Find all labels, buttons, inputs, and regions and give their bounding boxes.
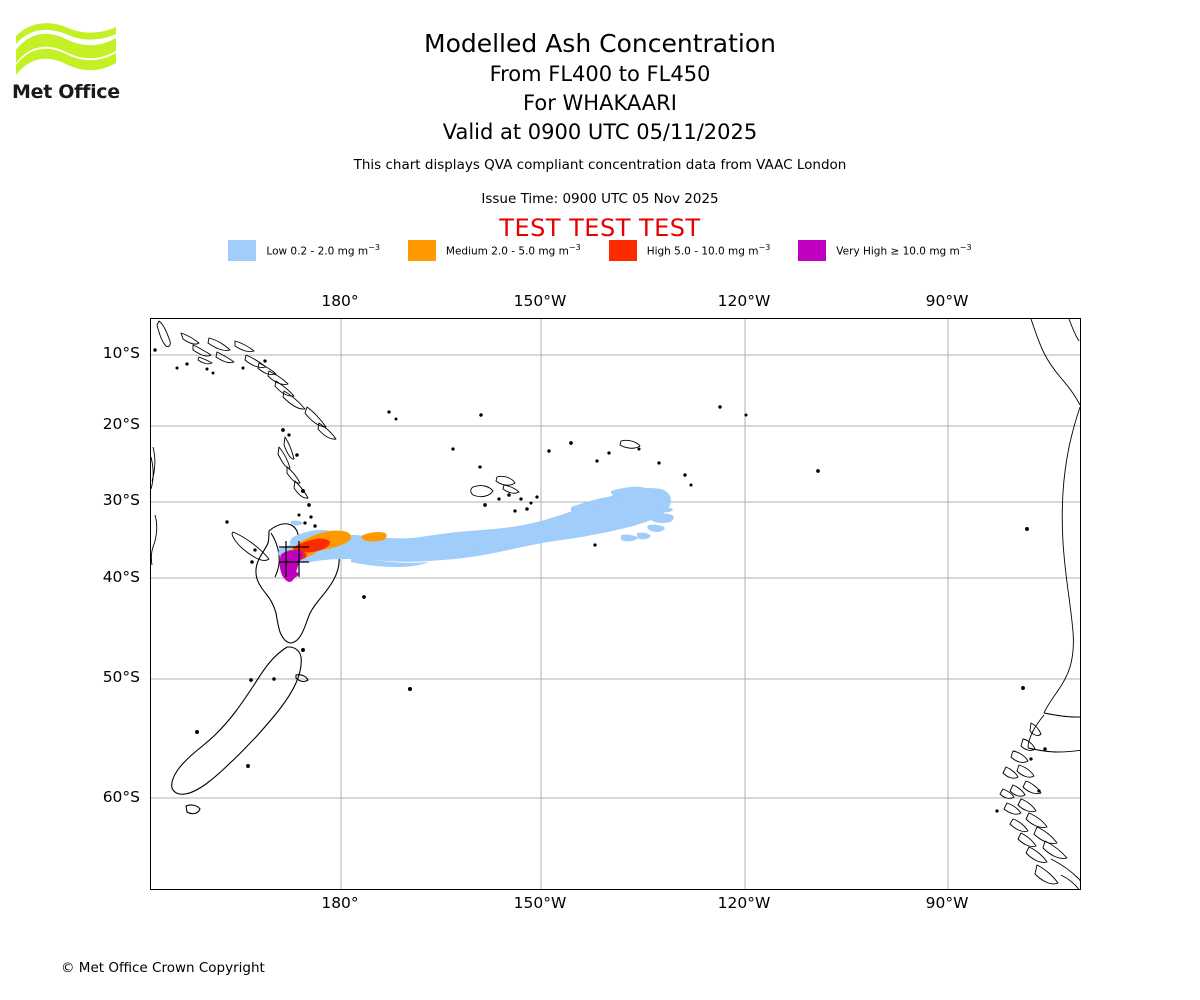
qva-compliance-note: This chart displays QVA compliant concen…: [353, 157, 847, 173]
legend-swatch-very-high: [798, 240, 827, 261]
x-axis-bottom-label-2: 120°W: [717, 894, 771, 912]
coastline-south-america: [995, 319, 1080, 889]
legend-label-medium: Medium 2.0 - 5.0 mg m−3: [445, 243, 581, 258]
ash-plume-very-high: [279, 549, 304, 582]
y-axis-label-1: 20°S: [102, 415, 140, 433]
x-axis-top-label-3: 90°W: [925, 292, 969, 310]
x-axis-bottom-label-0: 180°: [321, 894, 359, 912]
issue-time-text: Issue Time: 0900 UTC 05 Nov 2025: [481, 191, 719, 207]
legend-low: Low 0.2 - 2.0 mg m−3: [228, 240, 380, 261]
legend-high: High 5.0 - 10.0 mg m−3: [608, 240, 771, 261]
y-axis-label-2: 30°S: [102, 491, 140, 509]
concentration-legend: Low 0.2 - 2.0 mg m−3 Medium 2.0 - 5.0 mg…: [0, 240, 1200, 261]
ash-plume: [278, 486, 674, 582]
ash-plume-low: [278, 486, 674, 567]
legend-medium: Medium 2.0 - 5.0 mg m−3: [407, 240, 581, 261]
legend-swatch-medium: [407, 240, 436, 261]
flight-level-subtitle: From FL400 to FL450: [489, 62, 711, 86]
chart-title-block: Modelled Ash Concentration From FL400 to…: [0, 28, 1200, 147]
legend-label-very-high: Very High ≥ 10.0 mg m−3: [836, 243, 972, 258]
legend-swatch-high: [608, 240, 637, 261]
met-office-logo-waves: [16, 23, 116, 75]
y-axis-label-4: 50°S: [102, 668, 140, 686]
coastline-pacific-islands: [153, 320, 1029, 768]
x-axis-top-label-1: 150°W: [513, 292, 567, 310]
legend-label-high: High 5.0 - 10.0 mg m−3: [646, 243, 771, 258]
ash-concentration-map[interactable]: [150, 318, 1081, 890]
legend-very-high: Very High ≥ 10.0 mg m−3: [798, 240, 972, 261]
x-axis-top-label-0: 180°: [321, 292, 359, 310]
y-axis-label-3: 40°S: [102, 568, 140, 586]
source-grid-outline: [279, 541, 309, 577]
test-banner: TEST TEST TEST: [499, 214, 701, 242]
x-axis-bottom-label-3: 90°W: [925, 894, 969, 912]
legend-label-low: Low 0.2 - 2.0 mg m−3: [266, 243, 380, 258]
x-axis-bottom-label-1: 150°W: [513, 894, 567, 912]
legend-swatch-low: [228, 240, 257, 261]
map-canvas: [151, 319, 1080, 889]
met-office-logo: Met Office: [12, 22, 122, 103]
map-gridlines: [151, 319, 1080, 889]
copyright-footer: © Met Office Crown Copyright: [61, 960, 265, 976]
y-axis-label-5: 60°S: [102, 788, 140, 806]
coastline-australia: [151, 446, 158, 566]
x-axis-top-label-2: 120°W: [717, 292, 771, 310]
page-title: Modelled Ash Concentration: [424, 29, 776, 58]
coastline-new-zealand: [171, 523, 340, 815]
met-office-logo-text: Met Office: [12, 81, 120, 103]
y-axis-label-0: 10°S: [102, 344, 140, 362]
volcano-subtitle: For WHAKAARI: [523, 91, 677, 115]
valid-time-subtitle: Valid at 0900 UTC 05/11/2025: [442, 120, 758, 144]
